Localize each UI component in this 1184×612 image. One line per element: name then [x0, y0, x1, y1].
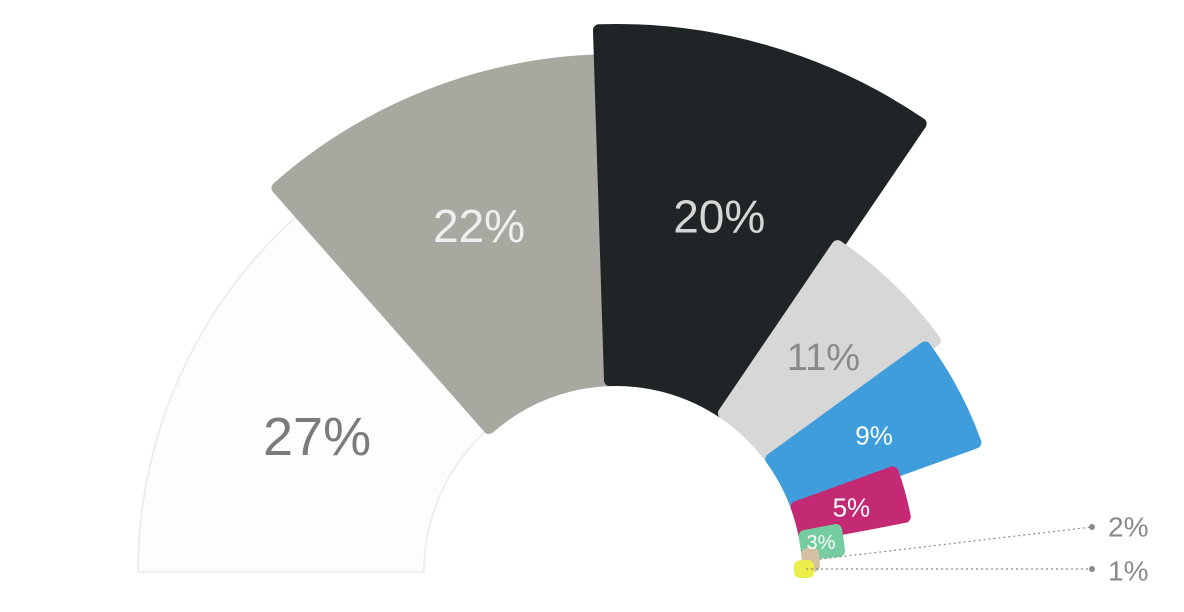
- slice-value-label: 20%: [673, 191, 765, 243]
- slice-value-label: 1%: [1108, 556, 1148, 587]
- pie-slice: [271, 54, 616, 434]
- chart-slices: [137, 24, 982, 578]
- pie-slice: [765, 341, 982, 513]
- pie-slice: [592, 24, 927, 420]
- slice-value-label: 3%: [806, 532, 835, 554]
- leader-dot: [1089, 524, 1095, 530]
- slice-value-label: 5%: [833, 493, 871, 523]
- slice-value-label: 22%: [433, 200, 525, 252]
- slice-value-label: 27%: [263, 407, 371, 467]
- pie-slice: [790, 466, 911, 543]
- slice-value-label: 2%: [1108, 512, 1148, 543]
- chart-labels: 27% 22% 20% 11% 9% 5% 3% 2% 1%: [263, 191, 1148, 587]
- pie-slice: [137, 212, 491, 573]
- leader-dot: [1089, 566, 1095, 572]
- pie-slice: [793, 559, 814, 578]
- slice-value-label: 11%: [787, 337, 860, 379]
- pie-slice: [717, 240, 941, 466]
- leader-line: [819, 526, 1093, 560]
- slice-value-label: 9%: [855, 420, 893, 450]
